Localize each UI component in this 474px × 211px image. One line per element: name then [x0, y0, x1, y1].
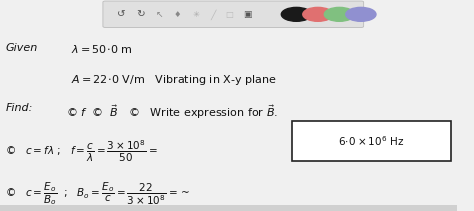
Circle shape — [303, 7, 333, 21]
Text: ✳: ✳ — [192, 10, 199, 19]
Circle shape — [281, 7, 311, 21]
Text: $\copyright$ $f$  $\copyright$  $\vec{B}$   $\copyright$   Write expression for : $\copyright$ $f$ $\copyright$ $\vec{B}$ … — [66, 103, 278, 121]
Bar — [292, 121, 451, 161]
FancyBboxPatch shape — [103, 1, 364, 27]
Text: $\lambda = 50\!\cdot\!0$ m: $\lambda = 50\!\cdot\!0$ m — [71, 43, 133, 55]
Text: $A = 22\!\cdot\!0$ V/m   Vibrating in X-y plane: $A = 22\!\cdot\!0$ V/m Vibrating in X-y … — [71, 73, 277, 87]
Text: ╱: ╱ — [210, 9, 215, 20]
Text: □: □ — [226, 10, 234, 19]
Circle shape — [324, 7, 355, 21]
Text: Given: Given — [6, 43, 38, 53]
Text: ▣: ▣ — [243, 10, 251, 19]
Circle shape — [346, 7, 376, 21]
Text: ♦: ♦ — [174, 10, 181, 19]
Bar — [0, 205, 457, 211]
Text: ↖: ↖ — [155, 10, 163, 19]
Text: Find:: Find: — [6, 103, 33, 113]
Text: ↻: ↻ — [137, 9, 145, 19]
Text: ↺: ↺ — [117, 9, 126, 19]
Text: $\copyright$   $c = \dfrac{E_o}{B_o}$  ;   $B_o = \dfrac{E_o}{c} = \dfrac{22}{3\: $\copyright$ $c = \dfrac{E_o}{B_o}$ ; $B… — [6, 180, 191, 207]
Text: $\copyright$   $c = f\lambda$ ;   $f = \dfrac{c}{\lambda} = \dfrac{3\times10^8}{: $\copyright$ $c = f\lambda$ ; $f = \dfra… — [6, 139, 159, 164]
Text: $6\!\cdot\!0\times10^6$ Hz: $6\!\cdot\!0\times10^6$ Hz — [338, 134, 405, 148]
